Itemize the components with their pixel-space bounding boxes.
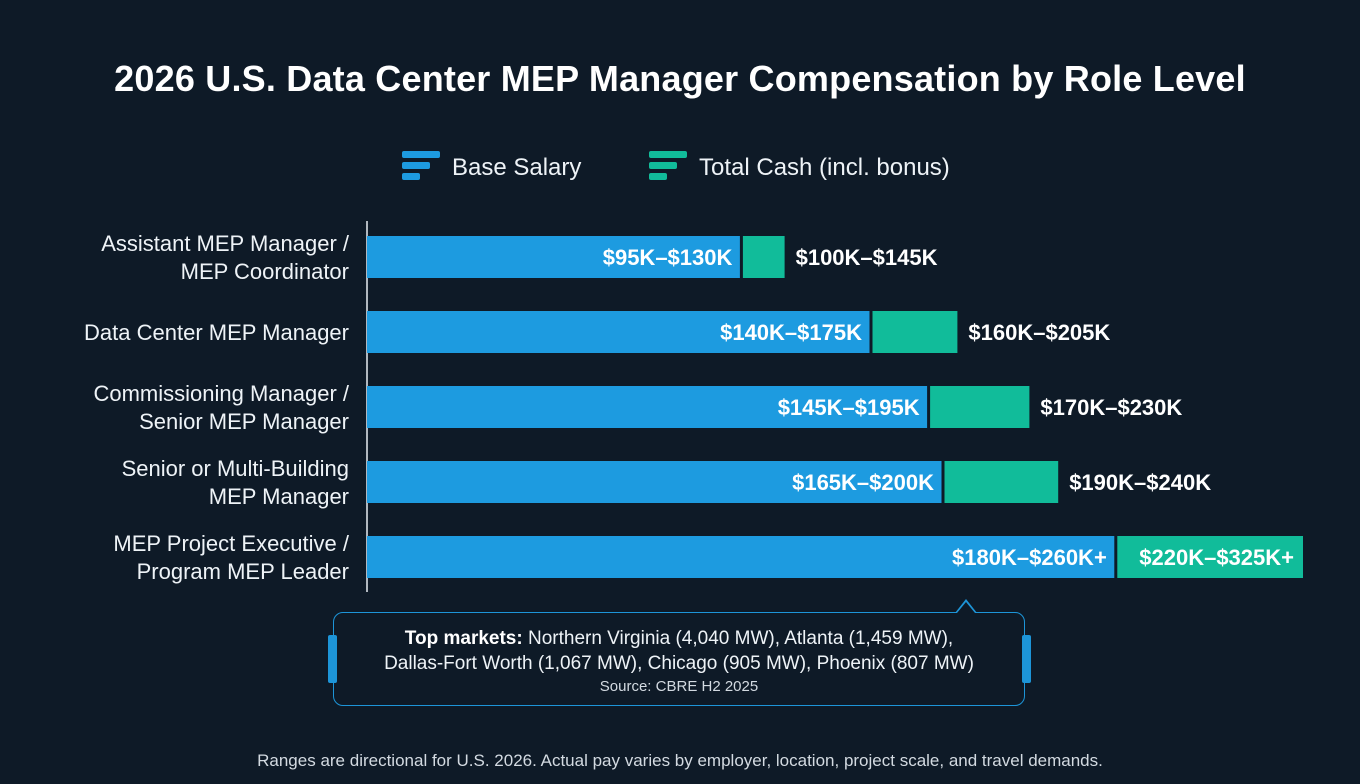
base-salary-bar <box>367 386 928 428</box>
base-salary-bar <box>367 236 740 278</box>
total-cash-label: $170K–$230K <box>1040 395 1182 420</box>
category-label: Assistant MEP Manager / MEP Coordinator <box>101 231 350 284</box>
legend-item-base-salary: Base Salary <box>400 150 581 186</box>
base-salary-label: $95K–$130K <box>603 245 733 270</box>
total-cash-label: $100K–$145K <box>796 245 938 270</box>
total-cash-bar <box>742 236 785 278</box>
box-accent-right <box>1022 635 1031 683</box>
markets-heading: Top markets: <box>404 628 523 649</box>
markets-line-1: Northern Virginia (4,040 MW), Atlanta (1… <box>522 628 954 649</box>
total-cash-label: $220K–$325K+ <box>1139 545 1294 570</box>
base-salary-bar <box>367 536 1115 578</box>
callout-pointer-fill <box>957 602 975 613</box>
base-salary-label: $140K–$175K <box>720 320 862 345</box>
legend-label-total-cash: Total Cash (incl. bonus) <box>699 154 950 181</box>
total-cash-bar <box>872 311 958 353</box>
total-cash-bar <box>1117 536 1303 578</box>
total-cash-bar <box>944 461 1059 503</box>
markets-source: Source: CBRE H2 2025 <box>599 678 759 695</box>
total-cash-label: $160K–$205K <box>968 320 1110 345</box>
category-label: Senior or Multi-Building MEP Manager <box>122 456 349 509</box>
bar-stack-icon <box>647 150 687 186</box>
category-label: MEP Project Executive / Program MEP Leade… <box>113 531 349 584</box>
top-markets-box: Top markets: Northern Virginia (4,040 MW… <box>333 612 1025 706</box>
base-salary-bar <box>367 461 942 503</box>
category-label: Data Center MEP Manager <box>84 320 349 345</box>
total-cash-bar <box>930 386 1030 428</box>
bar-chart: Assistant MEP Manager / MEP Coordinator $9… <box>84 221 1303 592</box>
markets-line-2: Dallas-Fort Worth (1,067 MW), Chicago (9… <box>384 653 974 674</box>
legend-label-base-salary: Base Salary <box>452 154 582 181</box>
footnote: Ranges are directional for U.S. 2026. Ac… <box>257 751 1103 770</box>
base-salary-label: $145K–$195K <box>778 395 920 420</box>
legend-item-total-cash: Total Cash (incl. bonus) <box>647 150 950 186</box>
category-label: Commissioning Manager / Senior MEP Manage… <box>93 381 349 434</box>
base-salary-label: $165K–$200K <box>792 470 934 495</box>
chart-title: 2026 U.S. Data Center MEP Manager Compen… <box>114 58 1246 99</box>
base-salary-label: $180K–$260K+ <box>952 545 1107 570</box>
bar-stack-icon <box>400 150 440 186</box>
box-accent-left <box>328 635 337 683</box>
total-cash-label: $190K–$240K <box>1069 470 1211 495</box>
base-salary-bar <box>367 311 870 353</box>
